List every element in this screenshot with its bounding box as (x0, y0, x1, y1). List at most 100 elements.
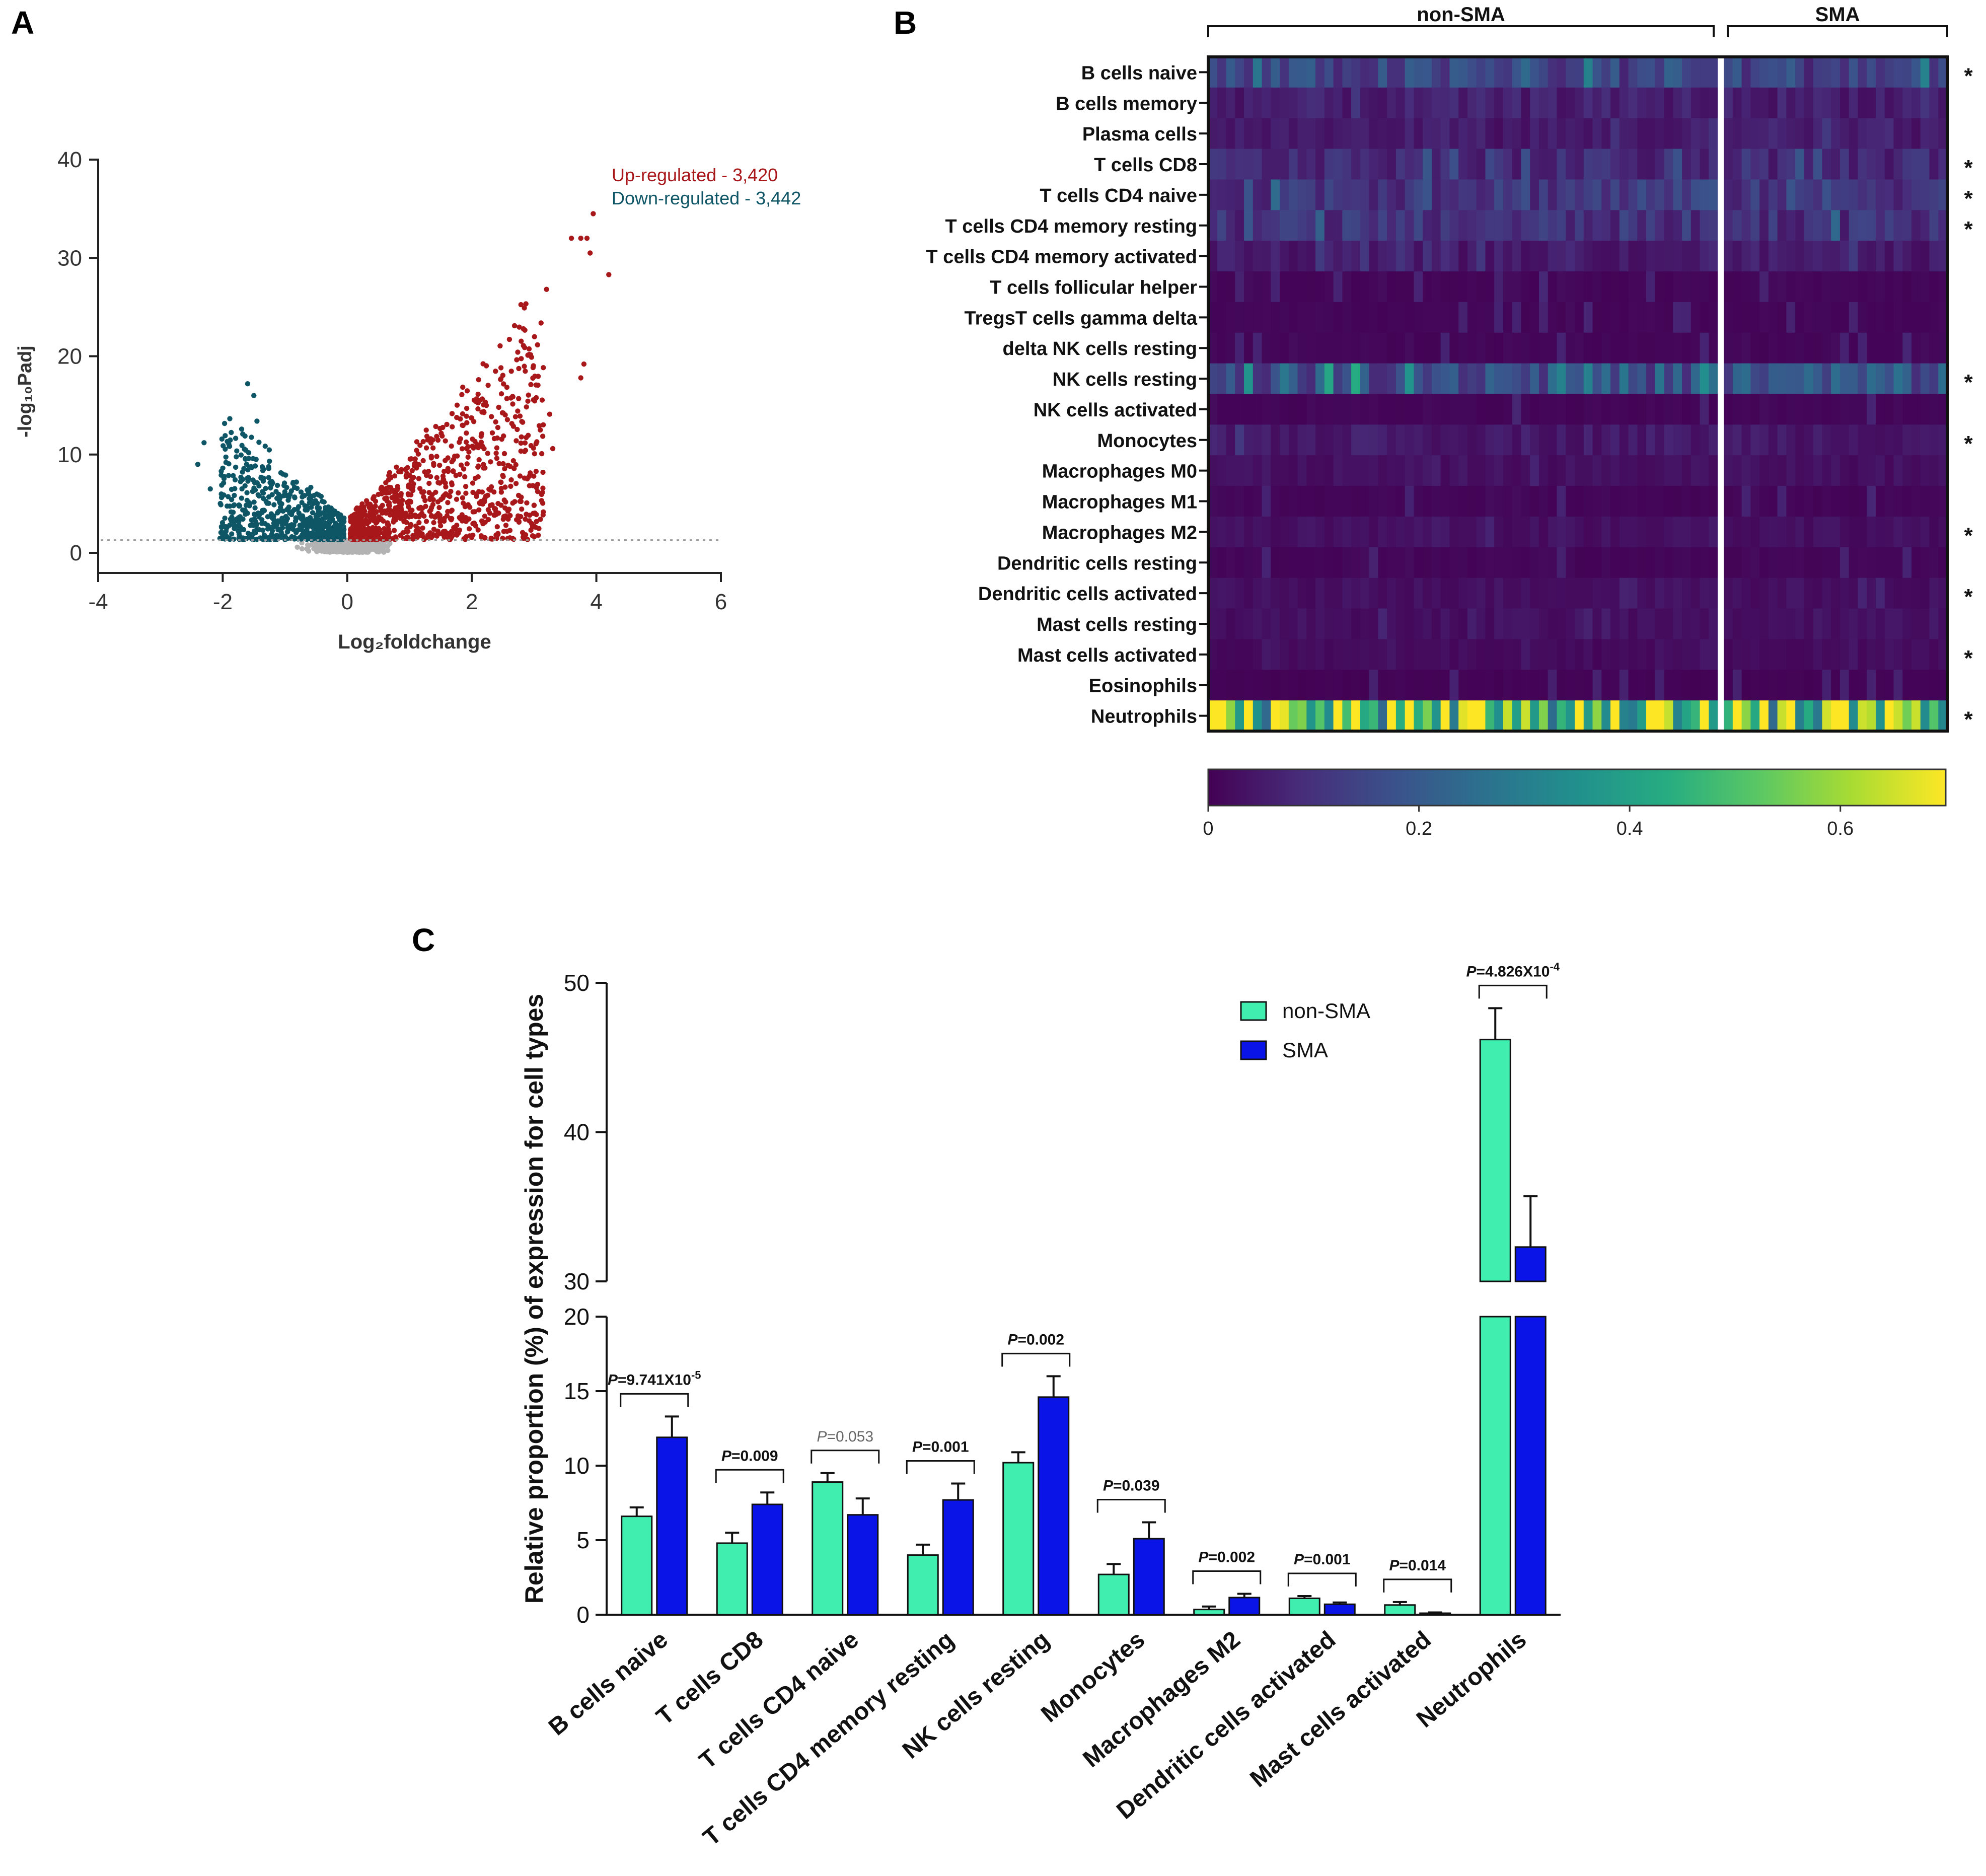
heatmap-cell (1575, 424, 1584, 456)
significance-star: * (1964, 431, 1973, 456)
heatmap-cell (1351, 363, 1361, 395)
heatmap-cell (1235, 700, 1244, 732)
heatmap-cell (1849, 516, 1859, 548)
heatmap-cell (1741, 210, 1751, 241)
up-point (379, 484, 385, 490)
heatmap-cell (1217, 210, 1227, 241)
heatmap-cell (1875, 455, 1885, 486)
heatmap-cell (1253, 424, 1263, 456)
heatmap-cell (1333, 149, 1343, 180)
up-point (459, 392, 465, 397)
heatmap-cell (1601, 363, 1611, 395)
heatmap-cell (1664, 424, 1673, 456)
heatmap-cell (1777, 455, 1787, 486)
heatmap-cell (1288, 608, 1298, 640)
heatmap-cell (1804, 363, 1814, 395)
heatmap-cell (1315, 332, 1325, 364)
heatmap-cell (1777, 57, 1787, 88)
heatmap-cell (1709, 516, 1718, 548)
heatmap-cell (1911, 363, 1921, 395)
heatmap-cell (1637, 455, 1647, 486)
down-point (277, 500, 283, 506)
heatmap-cell (1920, 332, 1930, 364)
heatmap-cell (1858, 608, 1867, 640)
heatmap-cell (1226, 516, 1235, 548)
heatmap-cell (1521, 118, 1530, 150)
up-point (534, 519, 539, 525)
heatmap-cell (1575, 57, 1584, 88)
heatmap-cell (1741, 302, 1751, 333)
heatmap-cell (1646, 179, 1656, 210)
heatmap-cell (1664, 608, 1673, 640)
bar-non-sma (907, 1554, 939, 1616)
heatmap-cell (1768, 241, 1778, 272)
down-point (281, 480, 287, 486)
heatmap-cell (1297, 179, 1307, 210)
heatmap-cell (1423, 149, 1432, 180)
up-point (508, 369, 514, 374)
heatmap-cell (1494, 149, 1504, 180)
up-point (502, 484, 508, 490)
heatmap-cell (1476, 424, 1486, 456)
up-point (502, 466, 507, 472)
bar-sma (942, 1499, 974, 1616)
heatmap-cell (1324, 271, 1334, 303)
up-point (457, 471, 463, 477)
heatmap-cell (1440, 210, 1450, 241)
legend-down: Down-regulated - 3,442 (612, 188, 801, 208)
heatmap-cell (1795, 332, 1805, 364)
heatmap-cell (1690, 179, 1701, 210)
heatmap-cell (1431, 363, 1441, 395)
heatmap-cell (1288, 486, 1298, 517)
heatmap-cell (1405, 241, 1414, 272)
down-point (260, 490, 266, 496)
heatmap-cell (1700, 179, 1709, 210)
heatmap-cell (1405, 486, 1414, 517)
heatmap-cell (1476, 700, 1486, 732)
up-point (504, 417, 510, 422)
heatmap-cell (1646, 363, 1656, 395)
up-point (490, 536, 495, 542)
heatmap-cell (1485, 87, 1495, 119)
heatmap-cell (1306, 179, 1316, 210)
heatmap-cell (1395, 486, 1406, 517)
heatmap-cell (1840, 332, 1850, 364)
up-point (414, 465, 419, 471)
up-point (443, 458, 448, 463)
heatmap-cell (1395, 547, 1406, 579)
down-point (231, 503, 237, 509)
heatmap-cell (1494, 455, 1504, 486)
heatmap-cell (1646, 271, 1656, 303)
heatmap-cell (1512, 271, 1522, 303)
y-tick-label: 30 (564, 1268, 590, 1294)
heatmap-cell (1628, 516, 1638, 548)
heatmap-cell (1867, 516, 1876, 548)
up-point (470, 532, 476, 538)
heatmap-cell (1530, 363, 1539, 395)
heatmap-cell (1759, 87, 1769, 119)
heatmap-cell (1884, 547, 1894, 579)
heatmap-cell (1867, 149, 1876, 180)
heatmap-cell (1938, 363, 1948, 395)
heatmap-cell (1601, 394, 1611, 425)
heatmap-cell (1503, 700, 1513, 732)
up-point (414, 534, 419, 540)
heatmap-cell (1512, 118, 1522, 150)
heatmap-cell (1690, 118, 1701, 150)
heatmap-cell (1414, 118, 1423, 150)
heatmap-cell (1557, 455, 1566, 486)
heatmap-cell (1512, 57, 1522, 88)
row-label: Neutrophils (1091, 706, 1197, 728)
up-point (391, 519, 396, 525)
down-point (274, 482, 280, 488)
up-point (476, 377, 481, 383)
heatmap-cell (1342, 394, 1352, 425)
up-point (393, 491, 399, 497)
heatmap-cell (1262, 363, 1271, 395)
heatmap-cell (1768, 149, 1778, 180)
down-point (244, 490, 250, 495)
heatmap-cell (1566, 578, 1575, 609)
up-point (521, 326, 526, 332)
down-point (269, 525, 275, 531)
heatmap-cell (1575, 241, 1584, 272)
